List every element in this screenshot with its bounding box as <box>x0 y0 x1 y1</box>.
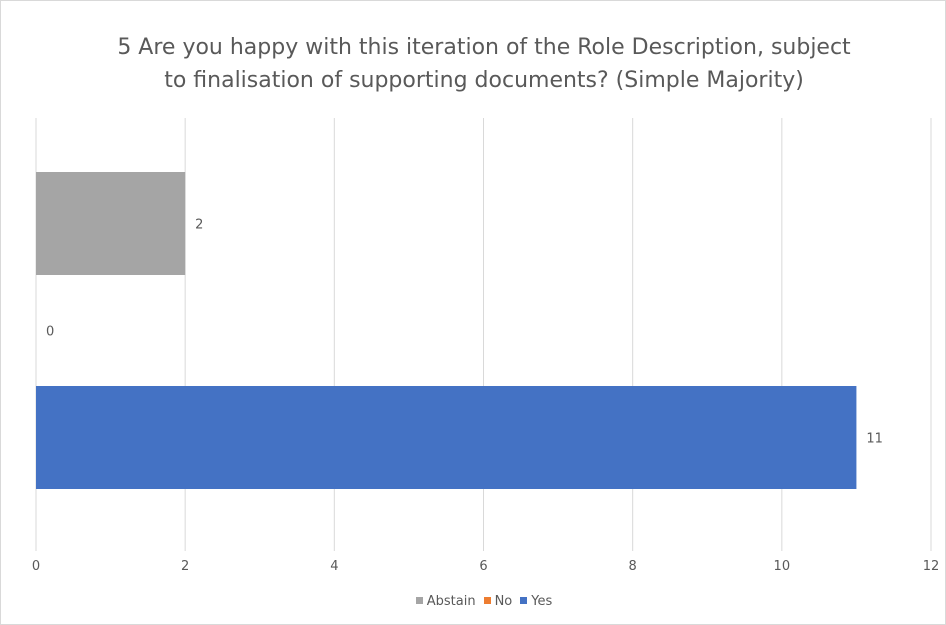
x-axis-ticks: 0 2 4 6 8 10 12 <box>32 559 939 574</box>
data-label-yes: 11 <box>866 432 883 447</box>
x-tick-label: 0 <box>32 559 40 574</box>
x-tick-label: 10 <box>774 559 791 574</box>
data-label-abstain: 2 <box>195 218 203 233</box>
chart-title-line-2: to finalisation of supporting documents?… <box>164 68 804 93</box>
x-tick-label: 8 <box>629 559 637 574</box>
x-tick-label: 6 <box>479 559 487 574</box>
legend-label: Abstain <box>426 594 476 609</box>
legend-item-abstain: Abstain <box>415 594 476 609</box>
legend-swatch <box>520 597 528 604</box>
legend-swatch <box>415 597 423 604</box>
chart-title: 5 Are you happy with this iteration of t… <box>1 31 946 97</box>
x-tick-label: 12 <box>923 559 940 574</box>
bar-yes <box>36 386 857 489</box>
bar-abstain <box>36 172 186 275</box>
legend: Abstain No Yes <box>1 594 946 609</box>
chart-title-line-1: 5 Are you happy with this iteration of t… <box>117 35 851 60</box>
legend-swatch <box>483 597 491 604</box>
x-tick-label: 4 <box>330 559 338 574</box>
data-label-no: 0 <box>46 325 54 340</box>
legend-label: No <box>494 594 513 609</box>
legend-label: Yes <box>531 594 553 609</box>
x-tick-label: 2 <box>181 559 189 574</box>
bars <box>36 172 857 489</box>
legend-item-no: No <box>483 594 513 609</box>
legend-item-yes: Yes <box>520 594 552 609</box>
